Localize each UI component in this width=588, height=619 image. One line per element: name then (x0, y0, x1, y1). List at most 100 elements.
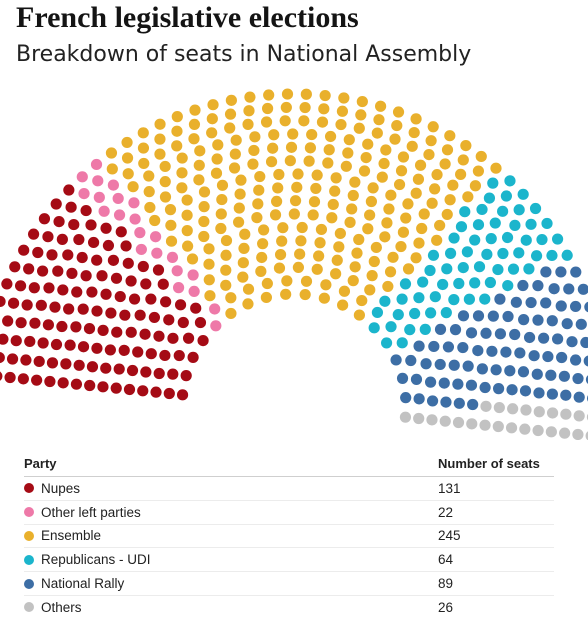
seat-dot (56, 320, 68, 333)
seat-dot (44, 375, 56, 388)
seat-dot (546, 315, 558, 327)
seat-dot (292, 168, 304, 180)
seat-dot (453, 397, 465, 409)
seat-dot (150, 386, 162, 398)
seat-dot (17, 373, 29, 385)
seat-dot (379, 231, 391, 243)
seat-dot (134, 227, 146, 239)
seat-dot (207, 99, 219, 111)
seat-count: 22 (438, 504, 454, 520)
seat-dot (346, 203, 358, 215)
seat-dot (529, 202, 542, 215)
seat-dot (349, 176, 361, 188)
seat-dot (434, 358, 446, 371)
seat-dot (502, 310, 514, 323)
seat-dot (509, 328, 521, 341)
seat-dot (113, 363, 125, 375)
seat-dot (494, 328, 507, 340)
seat-dot (251, 212, 263, 224)
seat-dot (32, 246, 44, 259)
seat-dot (479, 419, 491, 431)
seat-dot (520, 404, 532, 416)
seat-dot (24, 335, 36, 348)
seat-dot (151, 247, 163, 259)
seat-dot (262, 102, 274, 115)
table-row: Other left parties 22 (24, 501, 554, 525)
seat-dot (444, 130, 456, 142)
seat-dot (83, 323, 96, 335)
seat-dot (533, 387, 545, 399)
seat-dot (233, 202, 245, 214)
seat-dot (194, 316, 207, 329)
seat-dot (397, 226, 410, 238)
seat-dot (289, 195, 302, 207)
seat-dot (238, 242, 250, 255)
seat-dot (387, 251, 399, 263)
seat-dot (399, 278, 412, 290)
seat-dot (431, 169, 443, 181)
seat-dot (460, 139, 472, 152)
seat-dot (336, 105, 349, 117)
seat-dot (216, 193, 228, 206)
seat-dot (410, 373, 423, 385)
seat-dot (520, 234, 532, 246)
seat-dot (320, 279, 332, 291)
seat-dot (181, 225, 193, 237)
seat-dot (198, 201, 210, 213)
seat-dot (575, 318, 587, 330)
seat-dot (569, 300, 582, 313)
seat-dot (487, 177, 499, 189)
seat-dot (585, 375, 588, 384)
seat-dot (355, 109, 367, 121)
seat-dot (429, 291, 441, 303)
seat-dot (559, 427, 571, 439)
seat-dot (258, 224, 270, 236)
seat-dot (469, 234, 481, 246)
seat-dot (366, 270, 378, 282)
seat-dot (167, 332, 179, 344)
seat-dot (426, 395, 439, 407)
seat-dot (277, 222, 289, 234)
seat-dot (457, 154, 469, 166)
seat-dot (260, 291, 272, 304)
seat-dot (490, 162, 502, 174)
seat-dot (144, 201, 156, 214)
seat-dot (268, 129, 280, 141)
seat-dot (140, 278, 152, 290)
seat-dot (566, 336, 578, 348)
seat-dot (70, 378, 83, 390)
seat-dot (253, 184, 265, 196)
seat-dot (121, 152, 134, 164)
seat-dot (176, 152, 188, 164)
seat-dot (304, 142, 317, 154)
seat-dot (373, 114, 385, 126)
seat-dot (322, 157, 334, 169)
seat-dot (254, 170, 266, 183)
seat-dot (420, 358, 432, 370)
seat-dot (439, 415, 451, 427)
seat-dot (68, 218, 80, 231)
seat-dot (157, 278, 169, 290)
seat-dot (536, 233, 548, 246)
seat-dot (413, 393, 425, 405)
seat-dot (1, 278, 13, 290)
seat-dot (412, 173, 425, 185)
seat-dot (154, 148, 166, 160)
seat-dot (57, 377, 69, 389)
table-row: National Rally 89 (24, 572, 554, 596)
seat-dot (324, 130, 337, 143)
seat-dot (122, 257, 134, 269)
seat-dot (78, 188, 90, 200)
seat-dot (300, 88, 312, 100)
seat-dot (560, 408, 572, 420)
seat-dot (502, 279, 514, 292)
table-row: Ensemble 245 (24, 525, 554, 549)
seat-dot (80, 270, 92, 282)
seat-dot (382, 280, 394, 293)
seat-dot (573, 391, 585, 403)
seat-dot (500, 346, 512, 358)
seat-dot (353, 309, 365, 321)
seat-dot (53, 215, 65, 228)
seat-dot (265, 156, 278, 168)
seat-dot (490, 364, 502, 376)
